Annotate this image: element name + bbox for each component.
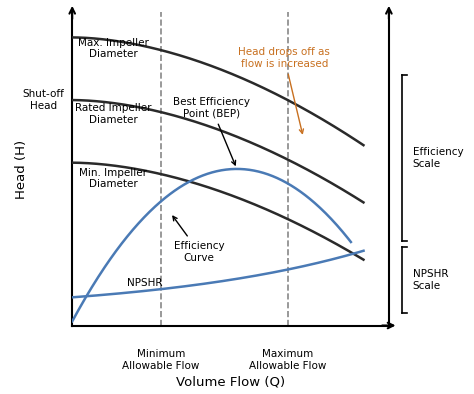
Text: Rated Impeller
Diameter: Rated Impeller Diameter <box>75 103 152 125</box>
Text: Efficiency
Curve: Efficiency Curve <box>173 216 224 262</box>
Text: Volume Flow (Q): Volume Flow (Q) <box>176 375 285 388</box>
Text: Maximum
Allowable Flow: Maximum Allowable Flow <box>249 349 326 371</box>
Text: NPSHR: NPSHR <box>128 278 163 288</box>
Text: Head (H): Head (H) <box>15 139 28 199</box>
Text: Min. Impeller
Diameter: Min. Impeller Diameter <box>79 167 147 189</box>
Text: NPSHR
Scale: NPSHR Scale <box>413 269 448 291</box>
Text: Best Efficiency
Point (BEP): Best Efficiency Point (BEP) <box>173 97 250 165</box>
Text: Shut-off
Head: Shut-off Head <box>23 89 64 111</box>
Text: Minimum
Allowable Flow: Minimum Allowable Flow <box>122 349 200 371</box>
Text: Max. Impeller
Diameter: Max. Impeller Diameter <box>78 37 149 59</box>
Text: Efficiency
Scale: Efficiency Scale <box>413 147 463 169</box>
Text: Head drops off as
flow is increased: Head drops off as flow is increased <box>238 47 330 134</box>
